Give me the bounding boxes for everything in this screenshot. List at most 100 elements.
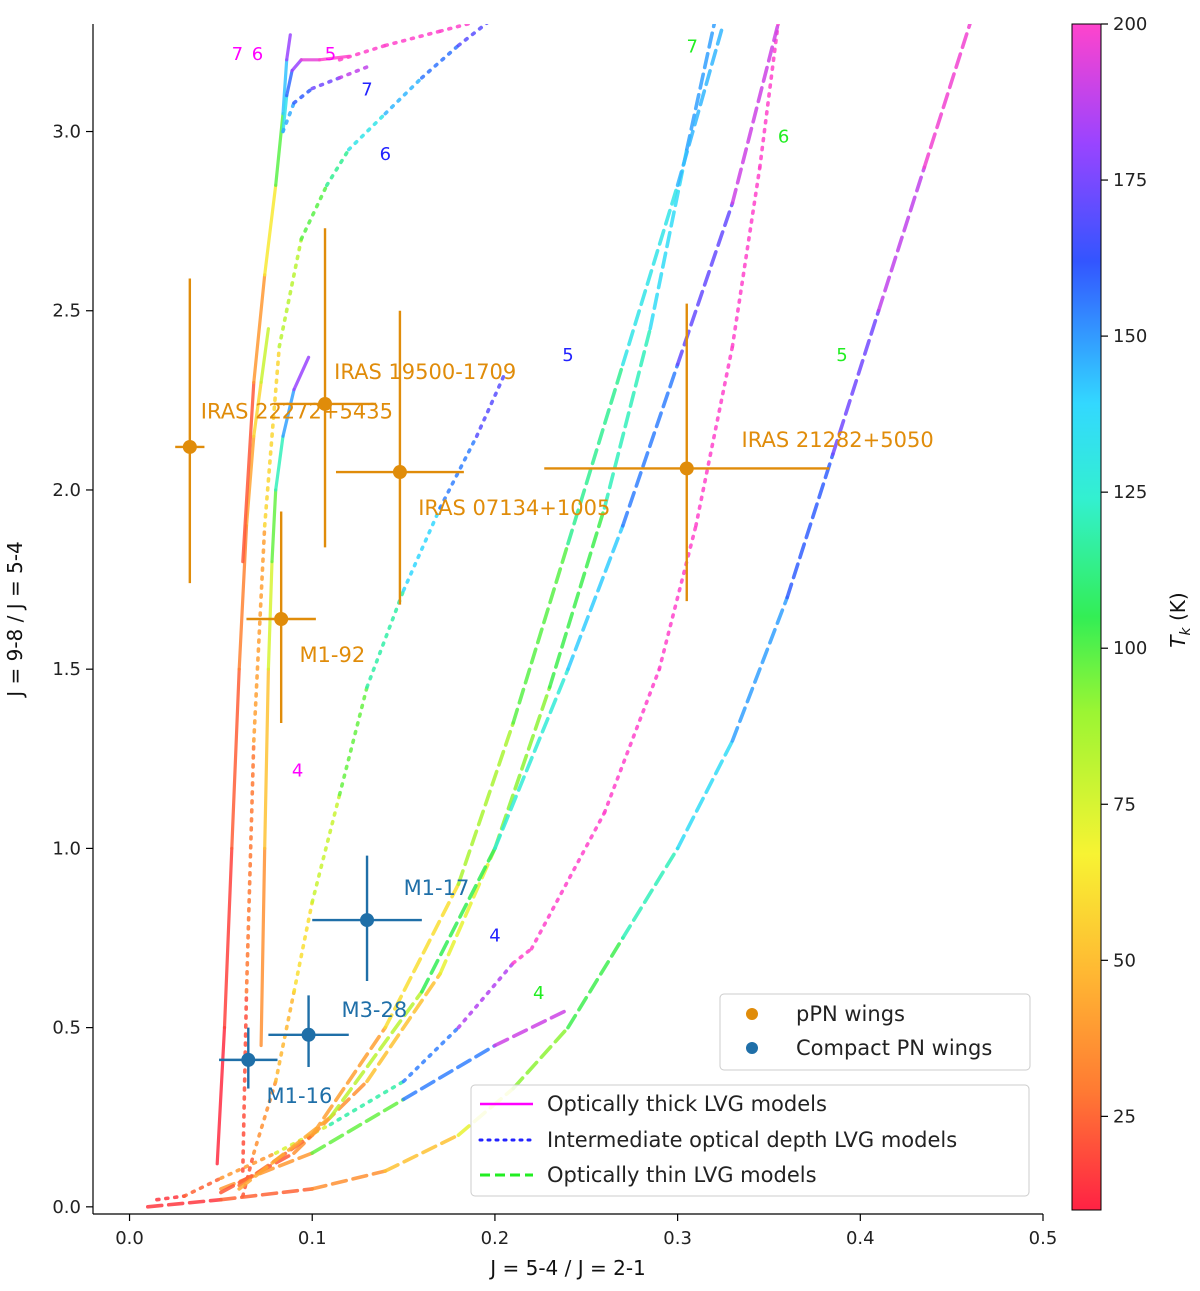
colorbar-title-main: T (1166, 634, 1190, 648)
curve-segment (337, 43, 388, 62)
colorbar-title-unit: (K) (1166, 592, 1190, 627)
curve-segment (511, 541, 570, 725)
observation-marker (274, 612, 289, 626)
y-tick-label: 2.0 (52, 480, 81, 501)
colorbar-title-sub: k (1178, 626, 1194, 635)
curve-segment (222, 846, 234, 1030)
curve-label: 4 (533, 983, 544, 1004)
model-curves (146, 24, 972, 1209)
curve-segment (511, 946, 534, 965)
observation-m1-17: M1-17 (312, 855, 470, 982)
curve-segment (456, 24, 489, 48)
curve-segment (273, 989, 296, 1084)
curve-segment (241, 989, 249, 1173)
y-tick-label: 1.0 (52, 838, 81, 859)
curve-segment (365, 971, 442, 1084)
model-curve-7 (241, 111, 388, 1173)
model-curve-5 (155, 946, 534, 1202)
observation-label: IRAS 21282+5050 (742, 428, 934, 452)
x-tick-label: 0.1 (298, 1228, 327, 1249)
curve-segment (401, 1043, 497, 1102)
curve-segment (328, 1079, 406, 1127)
curve-segment (675, 24, 726, 188)
curve-segment (730, 24, 780, 205)
curve-segment (219, 1151, 315, 1191)
curve-segment (328, 989, 424, 1119)
observation-label: M1-17 (404, 876, 470, 900)
curve-segment (310, 1169, 388, 1191)
curve-segment (730, 165, 762, 349)
curve-segment (337, 685, 369, 797)
observation-marker (182, 439, 197, 454)
colorbar-tick-label: 75 (1113, 794, 1136, 815)
observation-marker (360, 913, 375, 928)
curve-segment (277, 237, 304, 349)
curve-segment (281, 101, 296, 134)
curve-segment (252, 273, 267, 384)
y-tick-label: 3.0 (52, 122, 81, 143)
colorbar-tick-label: 50 (1113, 950, 1136, 971)
curve-segment (602, 667, 662, 815)
colorbar: 25 50 75 100 125 150 175 200 Tk (K) (1071, 14, 1194, 1211)
observation-iras-19500-1709: IRAS 19500-1709 (273, 228, 516, 548)
curve-segment (620, 362, 680, 528)
model-curve-13 (219, 1007, 570, 1191)
curve-segment (244, 434, 256, 528)
curve-segment (383, 76, 424, 116)
model-curve-14 (219, 24, 717, 1195)
legend-thin-label: Optically thin LVG models (547, 1163, 817, 1187)
y-axis-title: J = 9-8 / J = 5-4 (3, 541, 27, 699)
curve-segment (529, 810, 607, 951)
curve-segment (285, 33, 292, 62)
model-curve-12 (146, 24, 972, 1209)
curve-label: 5 (325, 44, 336, 65)
curve-segment (730, 595, 790, 743)
curve-segment (324, 147, 351, 188)
curve-segment (694, 344, 735, 528)
curve-segment (346, 111, 388, 152)
curve-segment (281, 58, 289, 116)
curve-label: 6 (252, 44, 263, 65)
colorbar-ticks: 25 50 75 100 125 150 175 200 (1101, 14, 1147, 1127)
curve-segment (241, 1151, 256, 1198)
model-curve-4 (281, 54, 351, 134)
observation-label: IRAS 19500-1709 (334, 360, 516, 384)
curve-segment (285, 68, 294, 98)
observation-m3-28: M3-28 (268, 995, 407, 1068)
model-curve-9 (383, 24, 489, 116)
curve-segment (259, 327, 270, 384)
curve-segment (566, 936, 625, 1030)
curve-label: 4 (489, 926, 500, 947)
curve-segment (684, 24, 717, 152)
curve-segment (310, 76, 342, 91)
observation-iras-21282-5050: IRAS 21282+5050 (544, 303, 934, 602)
observation-marker (679, 461, 694, 476)
model-curve-6 (241, 373, 506, 1198)
curve-segment (493, 667, 570, 851)
curve-segment (241, 380, 256, 564)
curve-segment (273, 1122, 333, 1155)
x-tick-label: 0.0 (115, 1228, 144, 1249)
observation-iras-07134-1005: IRAS 07134+1005 (335, 310, 610, 605)
curve-segment (566, 523, 625, 672)
curve-segment (281, 388, 296, 438)
legend-points-frame (719, 993, 1031, 1071)
curve-segment (785, 452, 835, 600)
curve-segment (310, 1025, 388, 1137)
curve-segment (401, 1025, 461, 1084)
curve-segment (215, 1025, 227, 1166)
curve-segment (675, 739, 735, 851)
curve-segment (419, 846, 497, 994)
y-tick-label: 0.0 (52, 1197, 81, 1218)
colorbar-tick-label: 175 (1113, 170, 1147, 191)
curve-segment (383, 29, 442, 48)
legend-compact-label: Compact PN wings (796, 1036, 992, 1060)
observation-m1-16: M1-16 (219, 1027, 332, 1108)
curve-segment (252, 523, 267, 743)
curve-segment (274, 111, 285, 187)
y-ticks: 0.0 0.5 1.0 1.5 2.0 2.5 3.0 (52, 122, 93, 1218)
curve-segment (252, 380, 263, 438)
curve-segment (230, 667, 241, 851)
